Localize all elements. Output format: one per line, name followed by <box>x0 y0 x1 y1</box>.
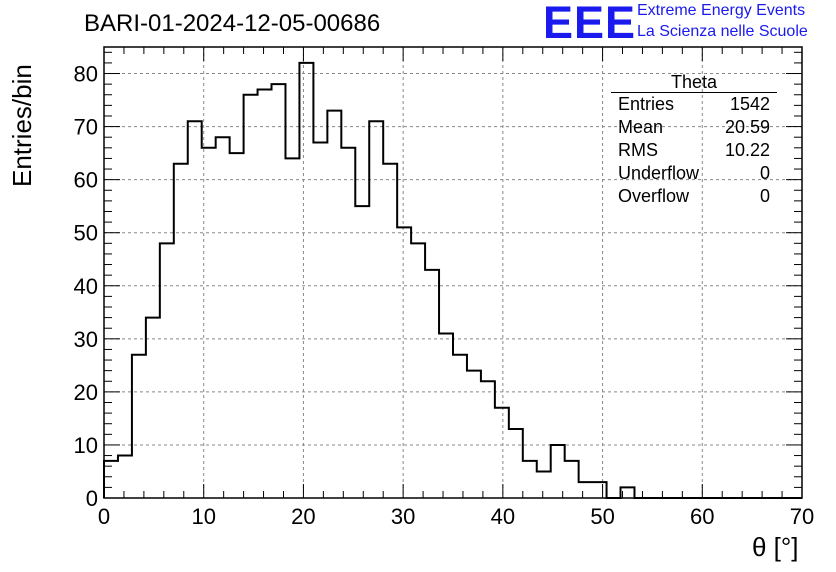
x-tick-label: 60 <box>690 504 714 529</box>
y-tick-label: 80 <box>74 62 98 87</box>
histogram-bar <box>551 445 565 498</box>
stats-value: 1542 <box>729 94 770 114</box>
histogram-bar <box>118 456 132 498</box>
x-tick-label: 0 <box>98 504 110 529</box>
histogram-bar <box>230 153 244 498</box>
histogram-bar <box>509 429 523 498</box>
stats-row-rms: RMS 10.22 <box>611 139 777 162</box>
stats-label: Overflow <box>618 186 690 206</box>
stats-row-entries: Entries 1542 <box>611 93 777 116</box>
stats-value: 20.59 <box>724 117 770 137</box>
stats-label: Mean <box>618 117 664 137</box>
x-tick-label: 40 <box>491 504 515 529</box>
histogram-bar <box>439 334 453 498</box>
y-tick-label: 10 <box>74 433 98 458</box>
x-axis-label: θ [°] <box>752 532 799 562</box>
histogram-bar <box>244 95 258 498</box>
histogram-bar <box>341 148 355 498</box>
y-tick-label: 60 <box>74 168 98 193</box>
histogram-bar <box>216 137 230 498</box>
histogram-bar <box>383 164 397 498</box>
stats-title: Theta <box>611 72 777 93</box>
y-tick-label: 50 <box>74 221 98 246</box>
histogram-bar <box>593 482 607 498</box>
histogram-bar <box>565 461 579 498</box>
histogram-bar <box>160 243 174 498</box>
stats-value: 0 <box>759 163 770 183</box>
x-tick-label: 50 <box>590 504 614 529</box>
histogram-bar <box>453 355 467 498</box>
stats-label: RMS <box>618 140 658 160</box>
histogram-bar <box>411 243 425 498</box>
stats-value: 0 <box>759 186 770 206</box>
histogram-bar <box>397 227 411 498</box>
stats-row-underflow: Underflow 0 <box>611 162 777 185</box>
histogram-outline <box>103 61 802 499</box>
plot-frame <box>103 46 803 499</box>
histogram-bar <box>188 121 202 498</box>
histogram-bar <box>132 355 146 498</box>
y-tick-label: 70 <box>74 115 98 140</box>
stats-row-overflow: Overflow 0 <box>611 185 777 208</box>
histogram-bar <box>369 121 383 498</box>
stats-value: 10.22 <box>724 140 770 160</box>
logo-caption-line2: La Scienza nelle Scuole <box>637 23 808 40</box>
x-tick-label: 20 <box>291 504 315 529</box>
stats-label: Entries <box>618 94 675 114</box>
logo-caption-line1: Extreme Energy Events <box>637 2 806 19</box>
x-tick-label: 30 <box>391 504 415 529</box>
y-tick-label: 30 <box>74 327 98 352</box>
histogram-bar <box>495 408 509 498</box>
stats-box: Theta Entries 1542 Mean 20.59 RMS 10.22 Und… <box>611 72 777 208</box>
histogram-bar <box>258 89 272 498</box>
y-tick-label: 0 <box>86 486 98 511</box>
x-tick-label: 10 <box>191 504 215 529</box>
histogram-bar <box>481 381 495 498</box>
stats-row-mean: Mean 20.59 <box>611 116 777 139</box>
stats-label: Underflow <box>618 163 700 183</box>
histogram-bar <box>467 371 481 498</box>
histogram-bar <box>327 111 341 498</box>
histogram-bar <box>299 63 313 498</box>
histogram-bar <box>537 471 551 498</box>
x-tick-label: 70 <box>790 504 814 529</box>
histogram-bar <box>425 270 439 498</box>
histogram-bar <box>146 318 160 498</box>
histogram-bar <box>174 164 188 498</box>
histogram-bar <box>272 84 286 498</box>
y-tick-label: 20 <box>74 380 98 405</box>
histogram-bar <box>579 482 593 498</box>
histogram-bar <box>285 158 299 498</box>
chart-title: BARI-01-2024-12-05-00686 <box>84 10 381 37</box>
y-tick-label: 40 <box>74 274 98 299</box>
y-axis-label: Entries/bin <box>7 64 37 187</box>
histogram-bar <box>523 461 537 498</box>
eee-logo: EEE <box>543 0 637 48</box>
histogram-bar <box>355 206 369 498</box>
